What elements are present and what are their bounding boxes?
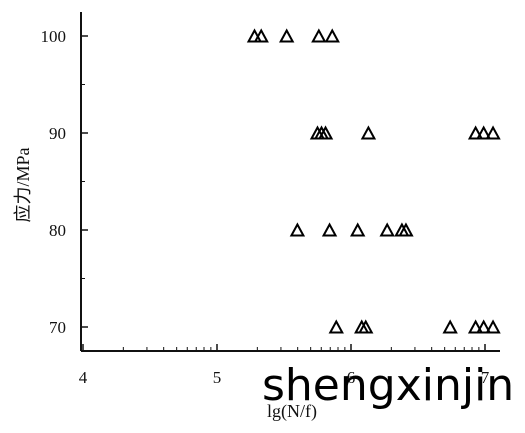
data-point-triangle bbox=[350, 222, 366, 237]
data-point-triangle bbox=[311, 28, 327, 43]
data-point-triangle bbox=[467, 319, 484, 334]
data-point-triangle bbox=[321, 222, 338, 237]
data-point-triangle bbox=[317, 125, 334, 140]
y-tick-labels: 70 80 90 100 bbox=[41, 27, 67, 337]
y-axis-title: 应力/MPa bbox=[13, 147, 33, 222]
x-tick-label: 7 bbox=[481, 368, 490, 387]
data-point-triangle bbox=[485, 125, 501, 140]
watermark-text: shengxinjin bbox=[262, 360, 515, 411]
y-tick-label: 80 bbox=[49, 221, 66, 240]
x-tick-labels: 4 5 6 7 bbox=[79, 368, 490, 387]
data-point-triangle bbox=[475, 125, 492, 140]
data-point-triangle bbox=[328, 319, 344, 334]
data-point-triangle bbox=[253, 28, 269, 43]
data-point-triangle bbox=[289, 222, 306, 237]
y-tick-label: 90 bbox=[49, 124, 66, 143]
data-points bbox=[246, 28, 501, 334]
y-tick-label: 100 bbox=[41, 27, 67, 46]
data-point-triangle bbox=[467, 125, 484, 140]
y-tick-label: 70 bbox=[49, 318, 66, 337]
data-point-triangle bbox=[398, 222, 414, 237]
data-point-triangle bbox=[360, 125, 377, 140]
data-point-triangle bbox=[324, 28, 340, 43]
data-point-triangle bbox=[475, 319, 492, 334]
data-point-triangle bbox=[278, 28, 295, 43]
data-point-triangle bbox=[485, 319, 501, 334]
data-point-triangle bbox=[358, 319, 374, 334]
x-tick-label: 5 bbox=[213, 368, 222, 387]
axis-ticks bbox=[81, 35, 486, 351]
x-axis-title: lg(N/f) bbox=[267, 401, 317, 422]
x-tick-label: 4 bbox=[79, 368, 88, 387]
data-point-triangle bbox=[379, 222, 395, 237]
x-tick-label: 6 bbox=[347, 368, 356, 387]
data-point-triangle bbox=[442, 319, 458, 334]
